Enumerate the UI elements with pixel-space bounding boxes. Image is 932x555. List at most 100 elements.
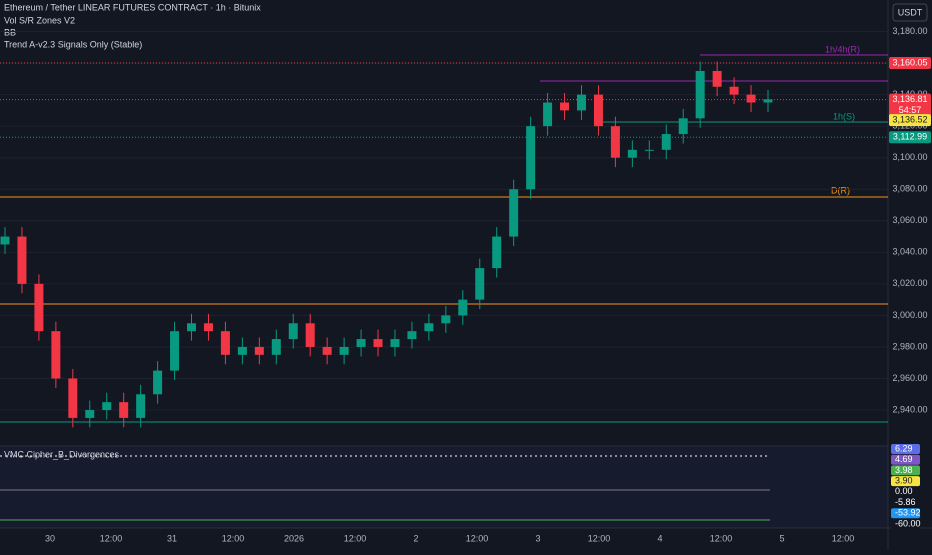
price-badge-label: 3,136.52: [892, 114, 927, 124]
candle-body: [170, 331, 180, 371]
x-tick-label: 12:00: [344, 533, 367, 543]
osc-label: 0.00: [895, 486, 913, 496]
zone-label: 1h(S): [833, 111, 855, 121]
osc-label: 3.98: [895, 465, 913, 475]
candle-body: [85, 410, 95, 418]
y-tick-label: 3,080.00: [892, 184, 927, 194]
osc-badge: [891, 444, 920, 454]
candle-body: [305, 323, 315, 347]
candle-body: [729, 86, 739, 95]
candle-body: [543, 102, 553, 127]
candle-body: [610, 126, 620, 158]
candle-body: [593, 94, 603, 127]
y-tick-label: 3,180.00: [892, 26, 927, 36]
countdown: 54:57: [899, 105, 922, 115]
candle-body: [288, 323, 298, 340]
symbol-title: Ethereum / Tether LINEAR FUTURES CONTRAC…: [4, 2, 261, 12]
y-tick-label: 2,960.00: [892, 373, 927, 383]
candle-body: [627, 149, 637, 158]
candle-body: [695, 70, 705, 119]
osc-badge: [891, 476, 920, 487]
indicator-name: BB: [4, 27, 16, 37]
candle-body: [373, 339, 383, 347]
currency[interactable]: USDT: [898, 7, 923, 17]
price-badge-label: 3,136.81: [892, 94, 927, 104]
x-tick-label: 12:00: [710, 533, 733, 543]
x-tick-label: 12:00: [100, 533, 123, 543]
candle-body: [763, 99, 773, 103]
x-tick-label: 5: [779, 533, 784, 543]
candle-body: [17, 236, 27, 284]
y-tick-label: 3,000.00: [892, 310, 927, 320]
x-tick-label: 2026: [284, 533, 304, 543]
candle-body: [492, 236, 502, 269]
candle-body: [34, 283, 44, 332]
y-tick-label: 2,940.00: [892, 404, 927, 414]
candle-body: [102, 402, 112, 411]
oscillator-title: VMC Cipher_B_Divergences: [4, 449, 120, 459]
osc-badge: [891, 486, 920, 497]
osc-label: 3.90: [895, 475, 913, 485]
candle-body: [560, 102, 570, 111]
price-badge: [889, 131, 931, 144]
indicator-name: Trend A-v2.3 Signals Only (Stable): [4, 39, 142, 49]
candle-body: [68, 378, 78, 418]
candle-body: [339, 346, 349, 355]
candle-body: [746, 94, 756, 103]
candle-body: [51, 331, 61, 379]
osc-badge: [891, 518, 920, 529]
candle-body: [576, 94, 586, 111]
x-tick-label: 2: [413, 533, 418, 543]
indicator-name: Vol S/R Zones V2: [4, 15, 75, 25]
zone-label: 1h/4h(R): [825, 44, 860, 54]
candle-body: [271, 339, 281, 355]
y-tick-label: 2,980.00: [892, 341, 927, 351]
candle-body: [661, 134, 671, 150]
candle-body: [390, 339, 400, 347]
candle-body: [322, 346, 332, 355]
osc-badge: [891, 497, 920, 508]
candle-body: [254, 346, 264, 355]
currency-button[interactable]: [892, 3, 928, 22]
x-tick-label: 3: [535, 533, 540, 543]
candle-body: [356, 339, 366, 347]
candle-body: [644, 149, 654, 151]
osc-label: -5.86: [895, 497, 916, 507]
candle-body: [475, 268, 485, 300]
candle-body: [0, 236, 10, 245]
y-tick-label: 3,100.00: [892, 152, 927, 162]
price-badge: [889, 93, 931, 106]
osc-label: 6.29: [895, 443, 913, 453]
osc-badge: [891, 454, 920, 465]
y-tick-label: 3,040.00: [892, 247, 927, 257]
candle-body: [509, 189, 519, 237]
x-tick-label: 12:00: [832, 533, 855, 543]
price-badge-label: 3,160.05: [892, 57, 927, 67]
candle-body: [441, 315, 451, 324]
candle-body: [136, 394, 146, 418]
countdown-bg: [889, 104, 931, 116]
candle-body: [424, 323, 434, 332]
osc-label: 4.69: [895, 454, 913, 464]
candle-body: [407, 331, 417, 340]
x-tick-label: 4: [657, 533, 662, 543]
y-tick-label: 3,060.00: [892, 215, 927, 225]
y-tick-label: 3,020.00: [892, 278, 927, 288]
price-badge-label: 3,112.99: [893, 132, 927, 142]
osc-badge: [891, 465, 920, 476]
candle-body: [119, 402, 129, 418]
candle-body: [458, 299, 468, 316]
candle-body: [237, 346, 247, 355]
candle-body: [220, 331, 230, 355]
oscillator-pane: [0, 446, 888, 528]
candle-body: [187, 323, 197, 332]
candle-body: [678, 118, 688, 135]
candle-body: [712, 70, 722, 87]
x-tick-label: 12:00: [588, 533, 611, 543]
x-tick-label: 31: [167, 533, 177, 543]
price-badge: [889, 57, 931, 70]
osc-label: -53.92: [895, 508, 921, 518]
osc-label: -60.00: [895, 518, 921, 528]
